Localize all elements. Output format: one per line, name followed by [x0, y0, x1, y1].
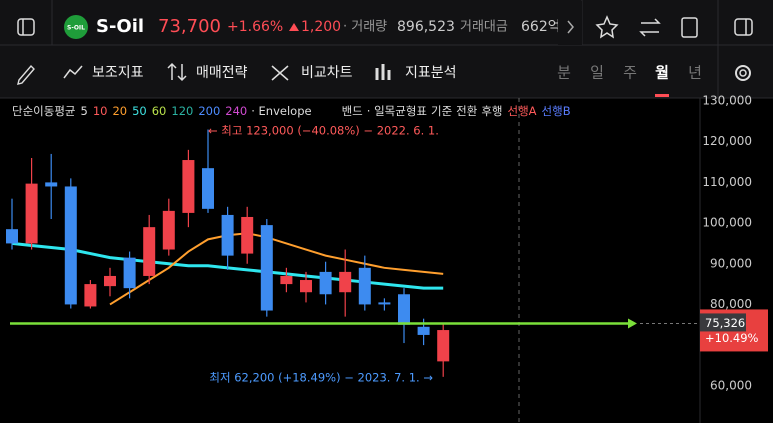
- candle-body: [417, 326, 430, 335]
- price-tag-label: 75,326: [705, 316, 745, 330]
- tool-button[interactable]: 비교차트: [301, 65, 353, 81]
- y-tick-label: 120,000: [702, 134, 752, 148]
- header-bg: [0, 0, 773, 98]
- candle-body: [123, 257, 136, 289]
- tool-icon: [271, 65, 289, 81]
- legend-item: 60: [152, 104, 167, 118]
- y-tick-label: 80,000: [710, 297, 752, 311]
- price-tag-change: +10.49%: [705, 331, 759, 345]
- volume-label: · 거래량: [343, 20, 387, 35]
- favorite-icon[interactable]: [595, 15, 619, 39]
- y-tick-label: 90,000: [710, 256, 752, 270]
- legend: 단순이동평균 5 10 20 50 60 120 200 240 · Envelope 밴드 · 일목…: [12, 104, 571, 118]
- amount-label: 거래대금: [460, 20, 508, 35]
- legend-item: 50: [132, 104, 147, 118]
- period-button[interactable]: 년: [688, 64, 702, 82]
- legend-item: 20: [112, 104, 127, 118]
- legend-item: 240: [225, 104, 247, 118]
- y-tick-label: 100,000: [702, 216, 752, 230]
- candle-body: [437, 330, 450, 362]
- candle-body: [202, 168, 214, 209]
- tool-button[interactable]: 지표분석: [405, 65, 457, 81]
- indicator-line: [109, 232, 444, 306]
- settings-icon: [739, 69, 747, 77]
- settings-icon[interactable]: [735, 65, 751, 81]
- legend-item: · 일목균형표: [367, 104, 427, 118]
- candle-body: [241, 216, 254, 254]
- candle-body: [300, 280, 312, 293]
- candle-body: [339, 271, 352, 293]
- candle-body: [358, 267, 371, 305]
- candle-body: [398, 294, 410, 325]
- period-button[interactable]: 분: [557, 64, 571, 82]
- logo: [64, 15, 88, 39]
- candle-body: [6, 229, 18, 244]
- price-arrow: [628, 318, 637, 329]
- candle-body: [319, 271, 332, 295]
- stock-name: S-Oil: [96, 16, 144, 37]
- legend-item: 120: [171, 104, 193, 118]
- switch-icon[interactable]: [639, 18, 661, 37]
- volume: 896,523: [397, 19, 455, 35]
- scroll-button[interactable]: [567, 20, 574, 34]
- y-tick-label: 60,000: [710, 378, 752, 392]
- legend-item: 10: [93, 104, 108, 118]
- tool-icon: [375, 64, 391, 80]
- legend-item: 기준: [431, 104, 452, 118]
- candle-body: [280, 275, 293, 285]
- legend-item: 200: [198, 104, 220, 118]
- legend-item: 선행A: [508, 104, 537, 118]
- candle-body: [45, 182, 58, 187]
- candle-body: [260, 225, 273, 311]
- high-annotation: ← 최고 123,000 (−40.08%) − 2022. 6. 1.: [208, 124, 439, 138]
- period-button[interactable]: 월: [655, 64, 669, 82]
- period-button[interactable]: 주: [623, 64, 637, 82]
- candle-body: [378, 302, 391, 305]
- tool-icon: [63, 65, 83, 79]
- logo-text: S-OIL: [67, 25, 85, 32]
- legend-item: 전환: [456, 104, 478, 118]
- legend-item: 선행B: [542, 104, 571, 118]
- tool-button[interactable]: 매매전략: [196, 65, 248, 81]
- tool-icon: [167, 62, 187, 82]
- candle-body: [25, 183, 38, 244]
- candle-body: [64, 186, 77, 305]
- candle-body: [84, 284, 97, 307]
- legend-item: · Envelope: [251, 104, 311, 118]
- candle-body: [182, 160, 195, 213]
- low-annotation: 최저 62,200 (+18.49%) − 2023. 7. 1. →: [209, 371, 433, 385]
- change-pct: +1.66%: [227, 19, 283, 35]
- price-tag: [700, 313, 746, 332]
- tool-button[interactable]: 보조지표: [92, 65, 144, 81]
- legend-item: 후행: [481, 104, 502, 118]
- legend-item: 5: [80, 104, 87, 118]
- period-button[interactable]: 일: [590, 64, 604, 82]
- side-panel-icon[interactable]: [734, 18, 753, 36]
- legend-item: 밴드: [342, 104, 363, 118]
- panel-icon[interactable]: [17, 18, 35, 36]
- candle-body: [221, 214, 234, 256]
- y-tick-label: 110,000: [702, 175, 752, 189]
- up-arrow: [289, 23, 299, 31]
- change: 1,200: [301, 19, 341, 35]
- candle-body: [162, 210, 175, 250]
- candle-body: [143, 227, 156, 276]
- legend-item: 단순이동평균: [12, 104, 75, 118]
- memo-icon[interactable]: [681, 17, 698, 38]
- y-tick-label: 130,000: [702, 94, 752, 108]
- amount: 662억: [521, 19, 561, 35]
- price: 73,700: [158, 16, 221, 37]
- candle-body: [104, 275, 116, 287]
- draw-icon[interactable]: [17, 64, 35, 85]
- period-underline: [655, 94, 669, 97]
